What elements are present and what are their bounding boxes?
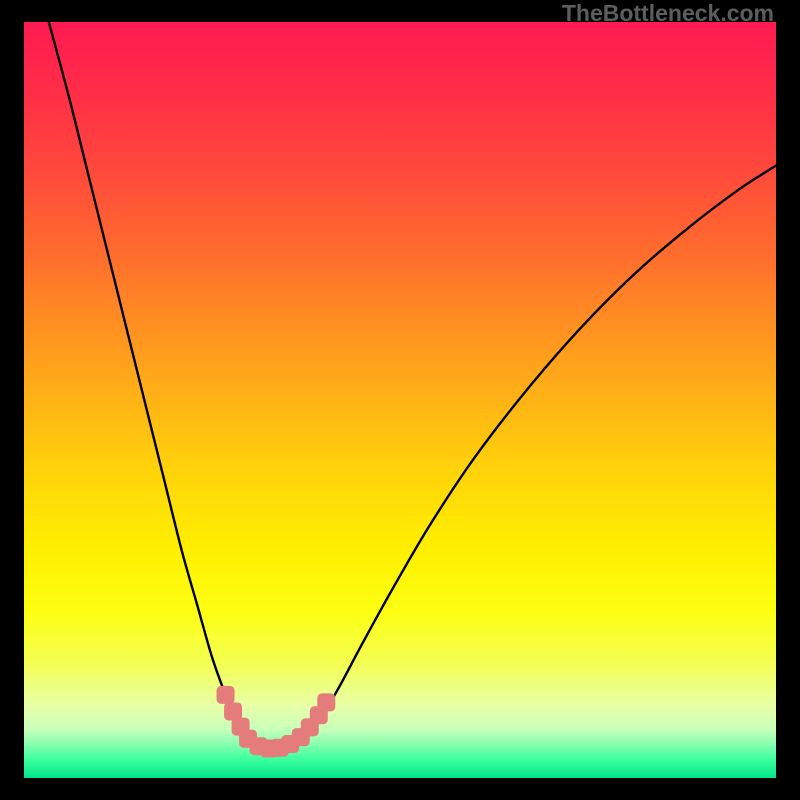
- highlight-marker: [217, 686, 234, 703]
- highlight-marker: [225, 703, 242, 720]
- watermark-text: TheBottleneck.com: [562, 0, 774, 27]
- highlight-marker: [318, 694, 335, 711]
- highlight-markers: [24, 22, 776, 778]
- plot-area: [24, 22, 776, 778]
